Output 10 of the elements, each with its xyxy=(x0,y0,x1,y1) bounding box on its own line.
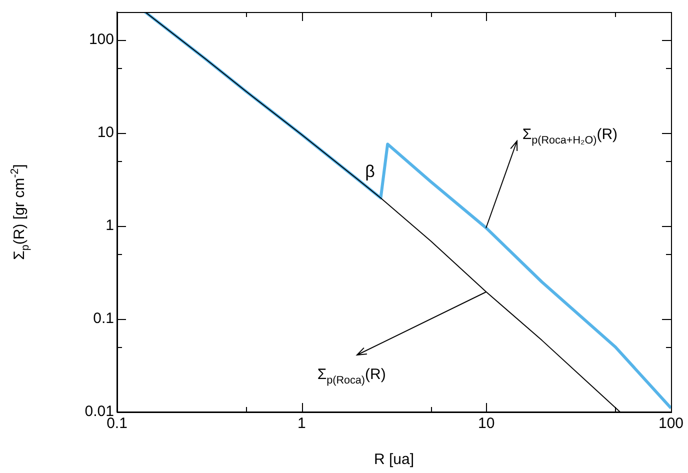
x-tick-label: 10 xyxy=(478,415,495,432)
y-tick-label: 100 xyxy=(88,31,114,48)
x-axis-title: R [ua] xyxy=(374,451,414,468)
y-tick-label: 0.1 xyxy=(93,310,114,328)
x-tick-label: 100 xyxy=(658,415,684,432)
y-tick-label: 1 xyxy=(106,217,114,234)
annotation: β xyxy=(365,162,376,181)
y-tick-label: 10 xyxy=(97,124,114,142)
x-tick-label: 1 xyxy=(297,415,306,432)
y-axis-title: Σp(R) [gr cm-2] xyxy=(9,164,32,260)
